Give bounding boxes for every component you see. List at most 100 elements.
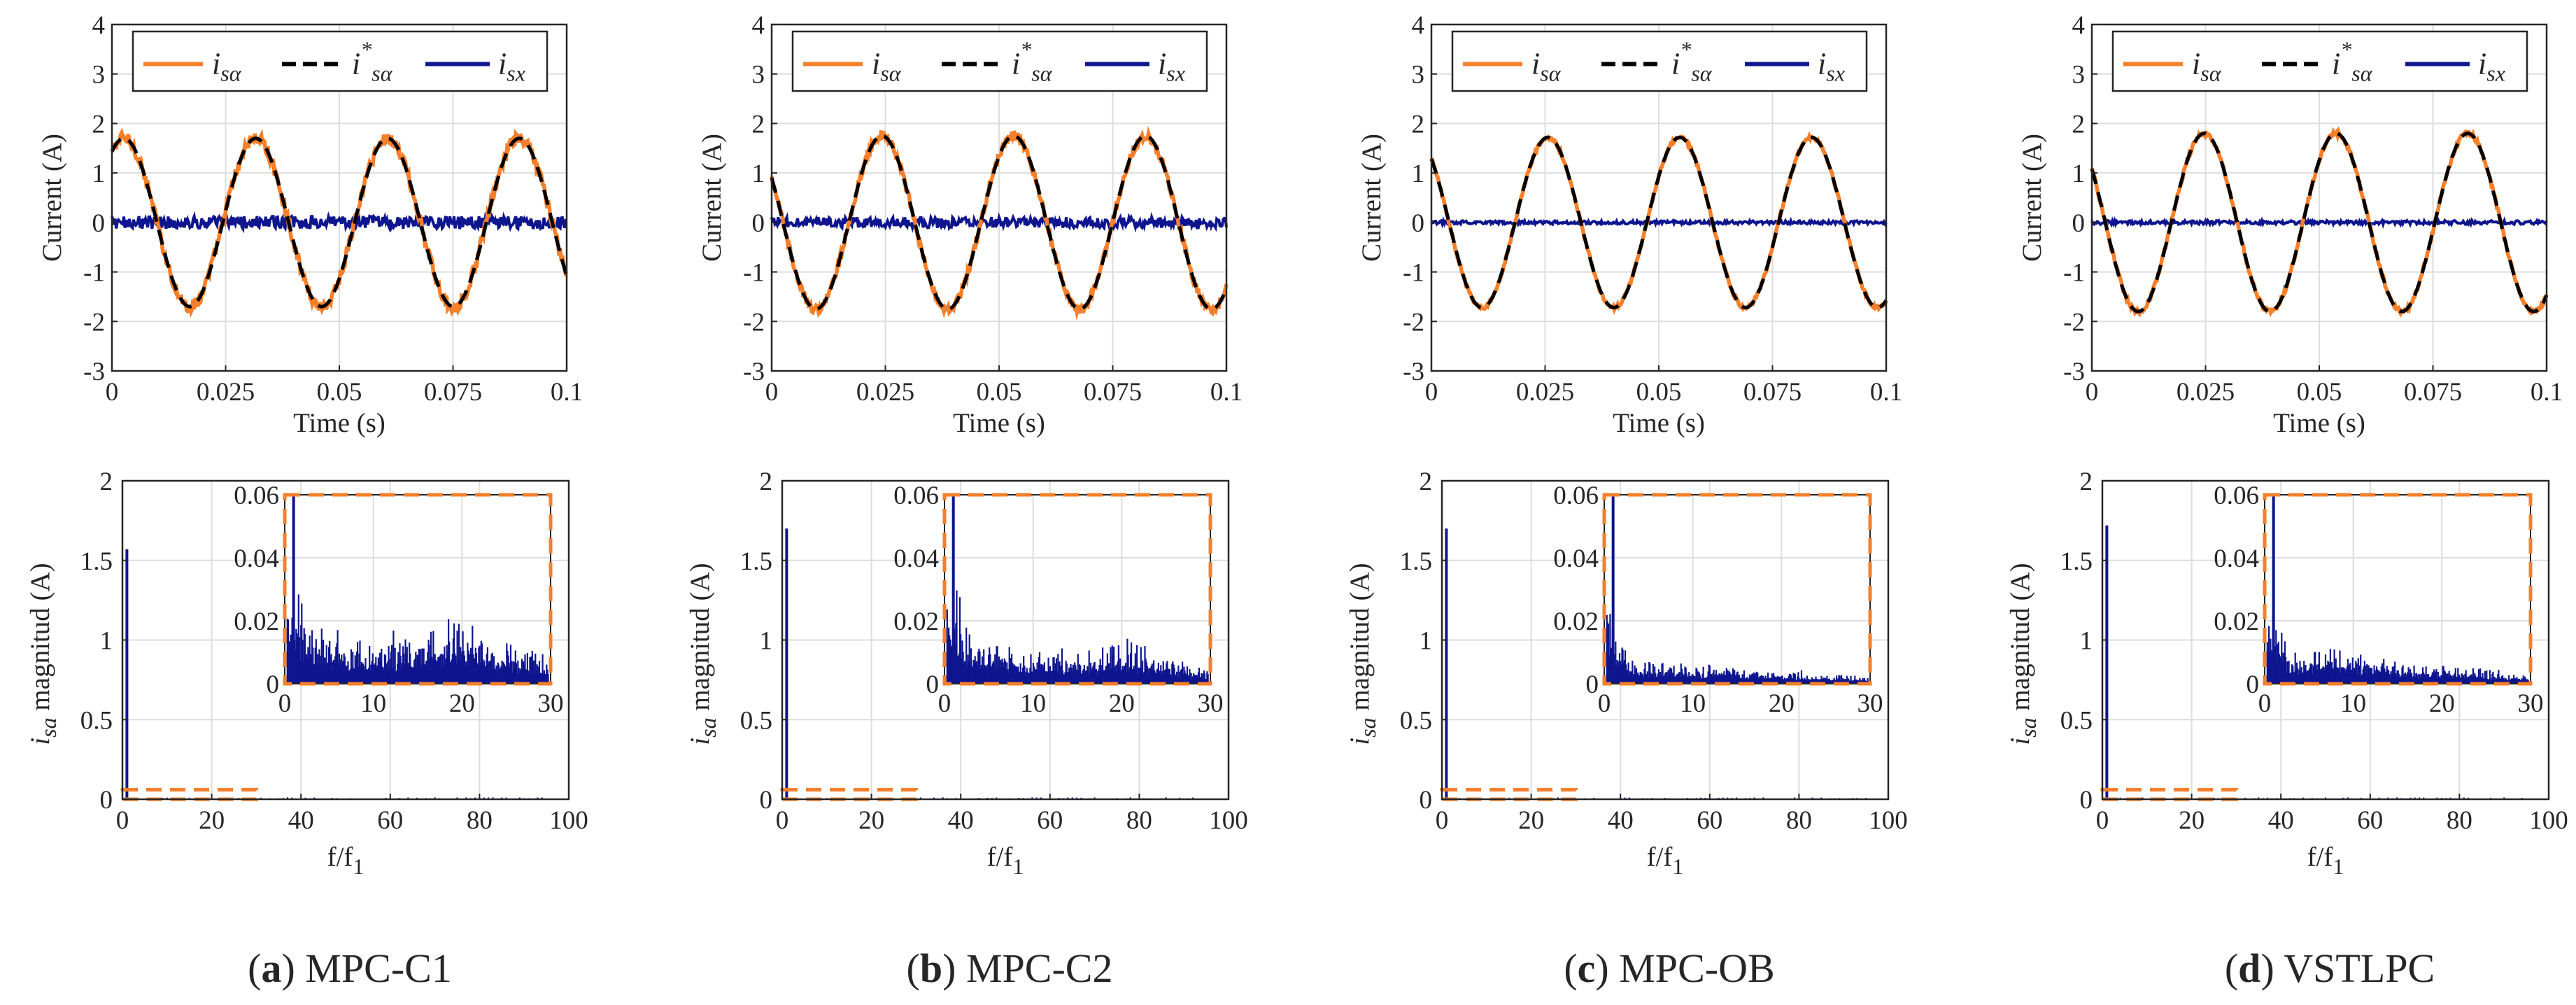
inset-dashed-border — [942, 493, 1212, 686]
label-part: i — [1345, 738, 1375, 745]
inset-tick-label-x: 30 — [1198, 689, 1224, 718]
label-part: sx — [1826, 61, 1845, 86]
inset-tick-label-y: 0 — [1586, 670, 1599, 699]
caption-letter: ( — [248, 946, 261, 991]
label-part: i — [872, 47, 880, 81]
x-axis-label: Time (s) — [2273, 408, 2365, 438]
caption-letter: ( — [907, 946, 920, 991]
label-part: sa — [695, 717, 721, 737]
y-axis-label: Current (A) — [2017, 134, 2047, 262]
label-part: f/f — [1647, 842, 1673, 872]
label-part: sa — [2016, 717, 2041, 737]
tick-label-x: 0.025 — [856, 378, 914, 407]
zoom-box — [780, 787, 918, 801]
inset-tick-label-y: 0.06 — [1553, 482, 1599, 510]
caption: (b) MPC-C2 — [907, 946, 1113, 991]
label-part: 1 — [353, 854, 364, 879]
label-part: sα — [371, 61, 392, 86]
label-part: f/f — [2307, 842, 2333, 872]
tick-label-x: 60 — [2357, 806, 2383, 835]
tick-label-y: 0 — [760, 786, 773, 815]
tick-label-y: 4 — [1412, 11, 1425, 40]
tick-label-y: 1 — [100, 627, 113, 656]
tick-label-x: 20 — [858, 806, 884, 835]
inset-tick-label-y: 0.04 — [2214, 544, 2259, 573]
y-axis-label: Current (A) — [37, 134, 67, 262]
tick-label-y: 1.5 — [80, 547, 113, 576]
tick-label-x: 0.075 — [1084, 378, 1142, 407]
label-part: sα — [1540, 61, 1561, 86]
tick-label-y: 0 — [100, 786, 113, 815]
label-part: sx — [1166, 61, 1185, 86]
legend-label-isalpha: isα — [2192, 47, 2222, 86]
label-part: i — [1671, 47, 1680, 81]
x-axis-label: Time (s) — [1613, 408, 1705, 438]
tick-label-x: 40 — [2268, 806, 2294, 835]
tick-label-y: 0 — [752, 209, 765, 238]
inset-tick-label-y: 0.02 — [234, 607, 279, 636]
legend-label-isalpha: isα — [1531, 47, 1562, 86]
tick-label-y: 0 — [1412, 209, 1425, 238]
label-part: i — [352, 47, 360, 81]
series-isalpha-ref-line — [2090, 132, 2549, 314]
inset-tick-label-y: 0.04 — [893, 544, 939, 573]
inset-tick-label-x: 0 — [278, 689, 292, 718]
y-axis-label: isa magnitud (A) — [685, 563, 721, 745]
label-part: sα — [2351, 61, 2372, 86]
tick-label-y: 3 — [1412, 61, 1425, 90]
tick-label-x: 0 — [776, 806, 789, 835]
tick-label-x: 80 — [467, 806, 493, 835]
tick-label-x: 0.1 — [1210, 378, 1243, 407]
tick-label-x: 0.1 — [1870, 378, 1902, 407]
label-part: * — [360, 37, 371, 62]
caption-letter-bold: a — [262, 946, 282, 991]
series-isx-line — [2090, 216, 2548, 230]
inset-tick-label-x: 20 — [449, 689, 475, 718]
tick-label-x: 100 — [2529, 806, 2568, 835]
legend: isα i*sα isx — [1451, 30, 1868, 92]
label-part: * — [1020, 37, 1031, 62]
legend-box — [132, 30, 549, 92]
tick-label-y: -2 — [83, 308, 105, 337]
legend-label-isalpha: isα — [872, 47, 902, 86]
inset-tick-label-x: 20 — [1769, 689, 1795, 718]
tick-label-x: 80 — [1126, 806, 1152, 835]
label-part: 1 — [2333, 854, 2344, 879]
label-part: magnitud (A) — [685, 563, 715, 717]
tick-label-y: -3 — [1403, 358, 1424, 386]
tick-label-y: 2 — [2080, 468, 2093, 496]
tick-label-y: 1 — [1412, 160, 1425, 188]
legend-label-isalpha-ref: i*sα — [2332, 37, 2373, 86]
tick-label-x: 40 — [948, 806, 974, 835]
legend-label-isalpha-ref: i*sα — [1012, 37, 1053, 86]
tick-label-y: 0 — [2080, 786, 2093, 815]
legend-label-isx: isx — [1818, 47, 1845, 86]
inset-tick-label-x: 20 — [2429, 689, 2455, 718]
caption-name: ) MPC-C1 — [282, 946, 452, 991]
y-axis-label: Current (A) — [1357, 134, 1387, 262]
tick-label-y: -2 — [2063, 308, 2085, 337]
inset-tick-label-y: 0 — [926, 670, 940, 699]
tick-label-x: 80 — [2447, 806, 2472, 835]
y-axis-label: isa magnitud (A) — [1345, 563, 1380, 745]
inset-tick-label-x: 30 — [2518, 689, 2544, 718]
tick-label-x: 100 — [1209, 806, 1248, 835]
time-plot: 0 0.025 0.05 0.075 0.1 -3 -2 -1 0 1 2 3 4 Time (s) Cur… — [2017, 11, 2563, 438]
tick-label-x: 0.075 — [1743, 378, 1802, 407]
caption-name: ) VSTLPC — [2260, 946, 2435, 991]
label-part: i — [498, 47, 507, 81]
y-axis-label: isa magnitud (A) — [2005, 563, 2041, 745]
tick-label-y: 1 — [2080, 627, 2093, 656]
caption: (c) MPC-OB — [1564, 946, 1774, 991]
tick-label-x: 0.1 — [551, 378, 583, 407]
time-plot: 0 0.025 0.05 0.075 0.1 -3 -2 -1 0 1 2 3 4 Time (s) Cur… — [37, 11, 583, 438]
tick-label-x: 20 — [199, 806, 225, 835]
inset-tick-label-x: 0 — [1598, 689, 1611, 718]
tick-label-y: 2 — [1420, 468, 1433, 496]
inset-plot: 0 10 20 30 0 0.02 0.04 0.06 — [893, 482, 1223, 718]
tick-label-y: -3 — [2063, 358, 2085, 386]
time-plot: 0 0.025 0.05 0.075 0.1 -3 -2 -1 0 1 2 3 4 Time (s) Cur… — [697, 11, 1243, 438]
tick-label-y: 0 — [1420, 786, 1433, 815]
